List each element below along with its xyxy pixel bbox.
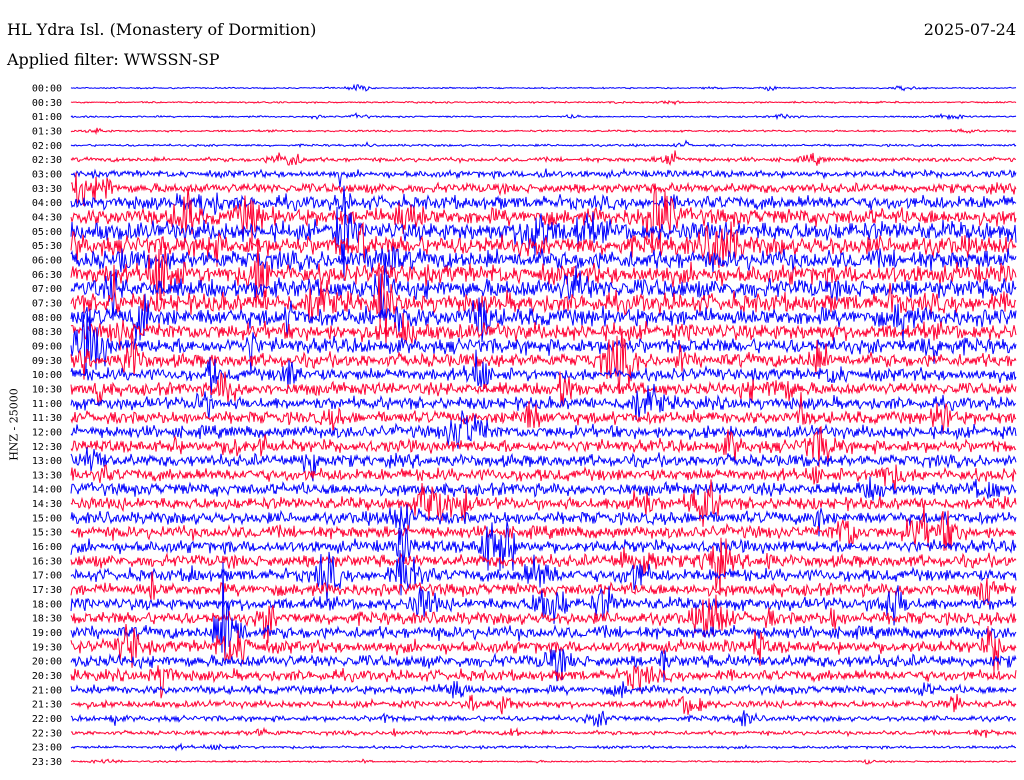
trace-line (70, 624, 1017, 672)
row-time-label: 03:00 (32, 169, 62, 180)
trace-line (70, 410, 1017, 449)
trace-line (70, 521, 1017, 571)
trace-line (70, 447, 1017, 482)
trace-line (70, 758, 1017, 765)
trace-line (70, 383, 1017, 421)
row-time-label: 11:30 (32, 413, 62, 424)
trace-line (70, 349, 1017, 399)
trace-line (70, 550, 1017, 602)
row-time-label: 19:00 (32, 628, 62, 639)
row-time-label: 08:00 (32, 313, 62, 324)
row-time-label: 17:30 (32, 585, 62, 596)
trace-line (70, 392, 1017, 434)
row-time-label: 00:00 (32, 84, 62, 95)
row-time-label: 08:30 (32, 327, 62, 338)
row-time-label: 19:30 (32, 642, 62, 653)
row-time-label: 05:00 (32, 227, 62, 238)
row-time-label: 09:30 (32, 356, 62, 367)
row-time-label: 05:30 (32, 241, 62, 252)
row-time-label: 15:30 (32, 528, 62, 539)
trace-line (70, 112, 1017, 121)
row-time-label: 22:30 (32, 728, 62, 739)
row-time-label: 04:30 (32, 212, 62, 223)
trace-line (70, 710, 1017, 728)
trace-line (70, 742, 1016, 752)
trace-line (70, 479, 1017, 527)
row-time-label: 21:00 (32, 685, 62, 696)
row-time-label: 01:30 (32, 126, 62, 137)
trace-line (70, 185, 1017, 253)
row-time-label: 17:00 (32, 571, 62, 582)
trace-line (70, 252, 1017, 321)
row-time-label: 02:00 (32, 141, 62, 152)
row-time-label: 20:30 (32, 671, 62, 682)
trace-line (70, 648, 1017, 683)
date-label: 2025-07-24 (923, 20, 1016, 39)
row-time-label: 00:30 (32, 98, 62, 109)
row-time-label: 07:00 (32, 284, 62, 295)
row-time-label: 09:00 (32, 341, 62, 352)
row-time-label: 16:00 (32, 542, 62, 553)
row-time-label: 11:00 (32, 399, 62, 410)
trace-line (70, 308, 1017, 377)
row-time-label: 10:30 (32, 384, 62, 395)
row-time-label: 15:00 (32, 513, 62, 524)
trace-line (70, 464, 1017, 494)
row-time-label: 03:30 (32, 184, 62, 195)
trace-line (70, 245, 1017, 274)
trace-line (70, 167, 1017, 188)
trace-line (70, 264, 1017, 348)
trace-line (70, 221, 1017, 269)
row-time-label: 13:00 (32, 456, 62, 467)
trace-line (70, 476, 1017, 501)
trace-line (70, 425, 1017, 468)
row-time-label: 07:30 (32, 298, 62, 309)
row-time-label: 12:30 (32, 442, 62, 453)
row-time-label: 18:00 (32, 599, 62, 610)
trace-line (70, 328, 1017, 394)
row-time-label: 04:00 (32, 198, 62, 209)
row-time-label: 01:00 (32, 112, 62, 123)
trace-line (70, 237, 1017, 308)
row-time-label: 10:00 (32, 370, 62, 381)
row-time-label: 14:30 (32, 499, 62, 510)
row-time-label: 21:30 (32, 700, 62, 711)
trace-line (70, 172, 1017, 206)
row-time-label: 16:30 (32, 556, 62, 567)
row-time-label: 06:30 (32, 270, 62, 281)
row-time-label: 14:00 (32, 485, 62, 496)
trace-line (70, 127, 1017, 136)
trace-line (70, 503, 1017, 551)
trace-line (70, 139, 1017, 148)
row-time-label: 23:30 (32, 757, 62, 768)
trace-line (70, 562, 1017, 660)
trace-line (70, 83, 1017, 92)
trace-line (70, 537, 1017, 596)
row-time-label: 23:00 (32, 743, 62, 754)
trace-line (70, 681, 1017, 699)
trace-line (70, 504, 1017, 537)
trace-line (70, 185, 1017, 217)
station-title: HL Ydra Isl. (Monastery of Dormition) (7, 20, 317, 39)
trace-line (70, 371, 1017, 407)
trace-line (70, 150, 1017, 166)
row-time-label: 22:00 (32, 714, 62, 725)
filter-label: Applied filter: WWSSN-SP (7, 50, 220, 69)
trace-line (70, 100, 1017, 106)
row-time-label: 06:00 (32, 255, 62, 266)
row-time-label: 12:00 (32, 427, 62, 438)
trace-line (70, 196, 1017, 281)
trace-line (70, 665, 1017, 699)
trace-line (70, 312, 1017, 351)
row-time-label: 02:30 (32, 155, 62, 166)
row-time-label: 18:30 (32, 614, 62, 625)
trace-line (70, 571, 1017, 606)
trace-line (70, 293, 1017, 343)
row-time-label: 20:00 (32, 657, 62, 668)
row-time-label: 13:30 (32, 470, 62, 481)
trace-line (70, 726, 1017, 738)
trace-line (71, 694, 1017, 715)
